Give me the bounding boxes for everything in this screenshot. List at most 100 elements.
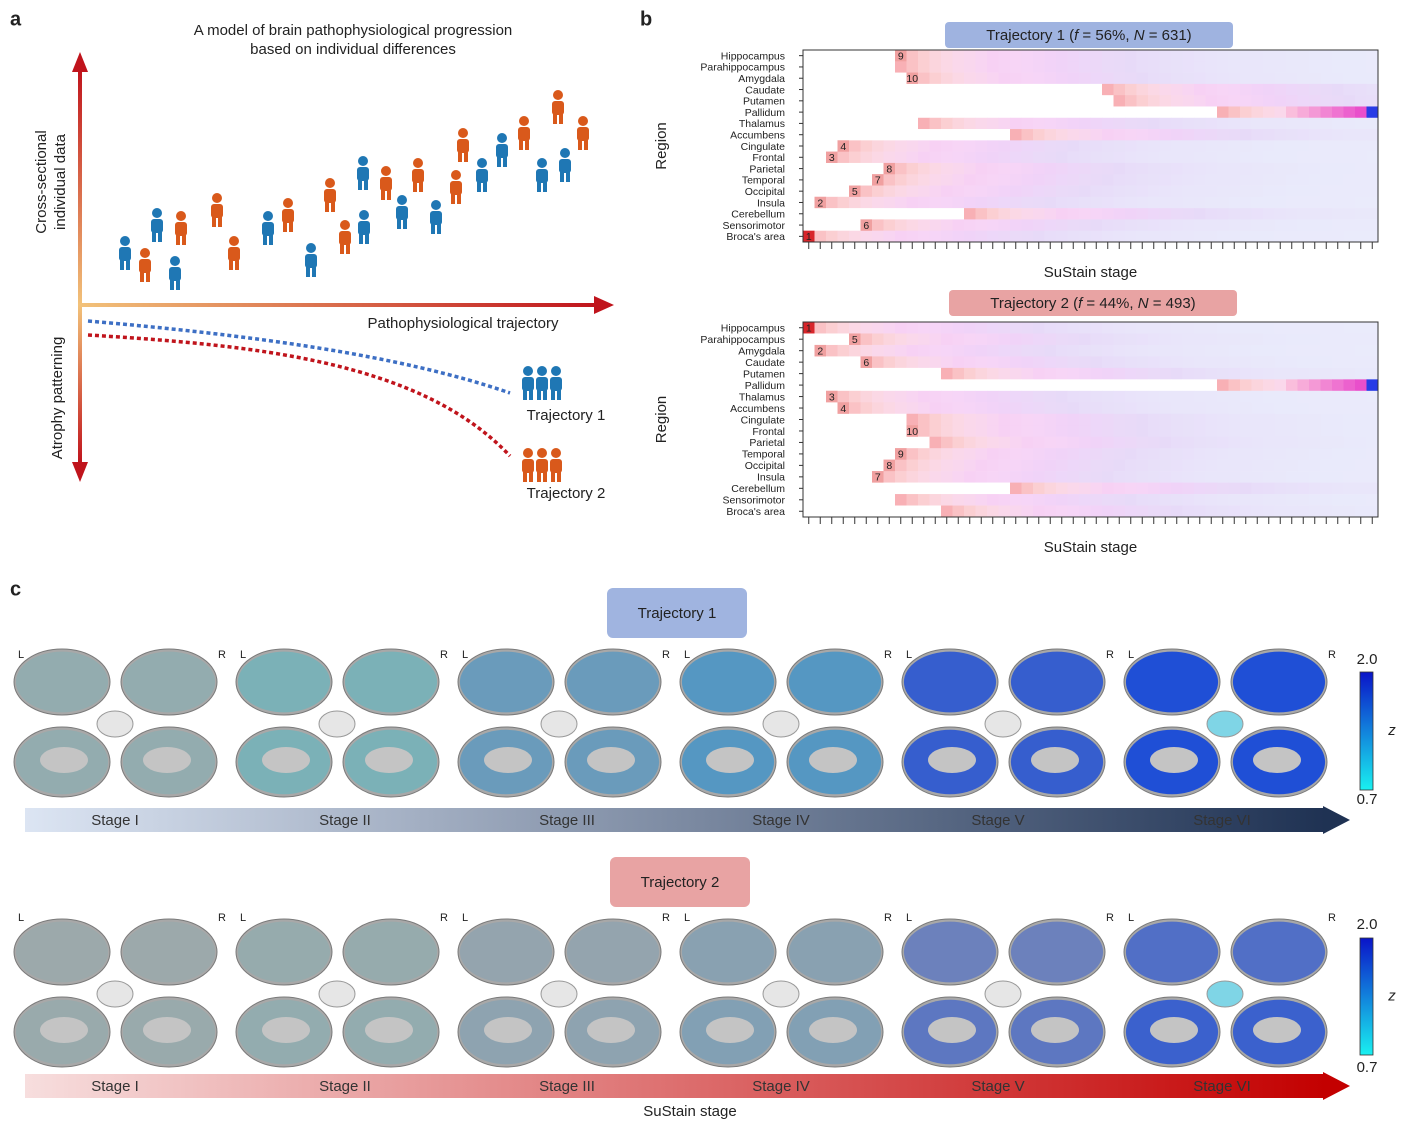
heatmap-cell — [1022, 506, 1034, 518]
figure: a A model of brain pathophysiological pr… — [0, 0, 1412, 1125]
heatmap-cell — [1079, 186, 1091, 198]
heatmap-cell — [1045, 118, 1057, 130]
heatmap-cell — [1298, 95, 1310, 107]
heatmap-cell — [1206, 219, 1218, 231]
heatmap-cell — [1252, 437, 1264, 449]
heatmap-cell — [815, 61, 827, 73]
heatmap-cell — [1171, 379, 1183, 391]
leg — [525, 138, 529, 150]
heatmap-cell — [1206, 368, 1218, 380]
heatmap-cell — [1102, 95, 1114, 107]
heatmap-cell — [987, 95, 999, 107]
trajectory-line — [88, 335, 510, 456]
heatmap-cell — [1321, 345, 1333, 357]
heatmap-cell — [1171, 322, 1183, 334]
heatmap-cell — [815, 106, 827, 118]
corpus — [143, 1017, 191, 1043]
heatmap-cell — [826, 140, 838, 152]
axis-label: SuStain stage — [643, 1103, 736, 1120]
corpus — [928, 747, 976, 773]
title-part: N — [1134, 27, 1145, 44]
heatmap-cell — [1194, 494, 1206, 506]
heatmap-cell — [1022, 425, 1034, 437]
heatmap-cell — [1171, 95, 1183, 107]
heatmap-cell — [1010, 197, 1022, 209]
heatmap-cell — [1194, 219, 1206, 231]
heatmap-cell — [987, 368, 999, 380]
heatmap-cell — [1033, 219, 1045, 231]
leg — [458, 150, 462, 162]
heatmap-cell — [1056, 506, 1068, 518]
heatmap-cell — [964, 506, 976, 518]
heatmap-cell — [976, 118, 988, 130]
person-icon — [396, 195, 408, 229]
heatmap-cell — [1263, 345, 1275, 357]
heatmap-cell — [1010, 61, 1022, 73]
heatmap-cell — [930, 50, 942, 62]
heatmap-cell — [1217, 414, 1229, 426]
heatmap-cell — [1183, 50, 1195, 62]
heatmap-cell — [826, 84, 838, 96]
heatmap-cell — [1344, 333, 1356, 345]
heatmap-cell — [1355, 61, 1367, 73]
head — [553, 90, 563, 100]
heatmap-cell — [861, 50, 873, 62]
heatmap-cell — [987, 437, 999, 449]
heatmap-cell — [815, 414, 827, 426]
head — [413, 158, 423, 168]
heatmap-cell — [918, 73, 930, 85]
heatmap-cell — [1171, 208, 1183, 220]
heatmap-cell — [1125, 460, 1137, 472]
heatmap-cell — [1194, 425, 1206, 437]
heatmap-cell — [1022, 61, 1034, 73]
heatmap-cell — [1114, 322, 1126, 334]
heatmap-cell — [1286, 106, 1298, 118]
heatmap-cell — [1079, 391, 1091, 403]
heatmap-cell — [1183, 391, 1195, 403]
heatmap-cell — [1137, 129, 1149, 141]
heatmap-cell — [1033, 174, 1045, 186]
heatmap-cell — [1367, 219, 1379, 231]
heatmap-cell — [1033, 186, 1045, 198]
heatmap-cell — [884, 219, 896, 231]
corpus — [143, 747, 191, 773]
heatmap-cell — [803, 391, 815, 403]
heatmap-cell — [1022, 379, 1034, 391]
heatmap-cell — [999, 95, 1011, 107]
heatmap-cell — [1022, 471, 1034, 483]
heatmap-cell — [872, 152, 884, 164]
heatmap-cell — [1344, 402, 1356, 414]
heatmap-cell — [838, 73, 850, 85]
heatmap-cell — [1252, 471, 1264, 483]
heatmap-cell — [1137, 50, 1149, 62]
activation — [789, 652, 881, 713]
heatmap-cell — [1217, 368, 1229, 380]
heatmap-cell — [1206, 356, 1218, 368]
heatmap-cell — [1252, 356, 1264, 368]
heatmap-cell — [953, 494, 965, 506]
heatmap-cell — [1045, 460, 1057, 472]
heatmap-cell — [999, 506, 1011, 518]
heatmap-cell — [918, 118, 930, 130]
heatmap-cell — [1056, 379, 1068, 391]
person-icon — [522, 448, 534, 482]
heatmap-cell — [884, 345, 896, 357]
heatmap-cell — [849, 208, 861, 220]
heatmap-cell — [1137, 333, 1149, 345]
heatmap-cell — [1206, 163, 1218, 175]
region-label: Pallidum — [745, 380, 786, 392]
heatmap-cell — [895, 197, 907, 209]
heatmap-cell — [1309, 402, 1321, 414]
order-label: 2 — [817, 197, 823, 209]
heatmap-cell — [872, 437, 884, 449]
heatmap-cell — [1309, 95, 1321, 107]
heatmap-cell — [1183, 437, 1195, 449]
heatmap-cell — [907, 506, 919, 518]
leg — [359, 232, 363, 244]
heatmap-cell — [1321, 506, 1333, 518]
heatmap-cell — [1114, 368, 1126, 380]
heatmap-cell — [872, 460, 884, 472]
title-part: N — [1138, 295, 1149, 312]
heatmap-cell — [976, 333, 988, 345]
heatmap-cell — [1344, 95, 1356, 107]
